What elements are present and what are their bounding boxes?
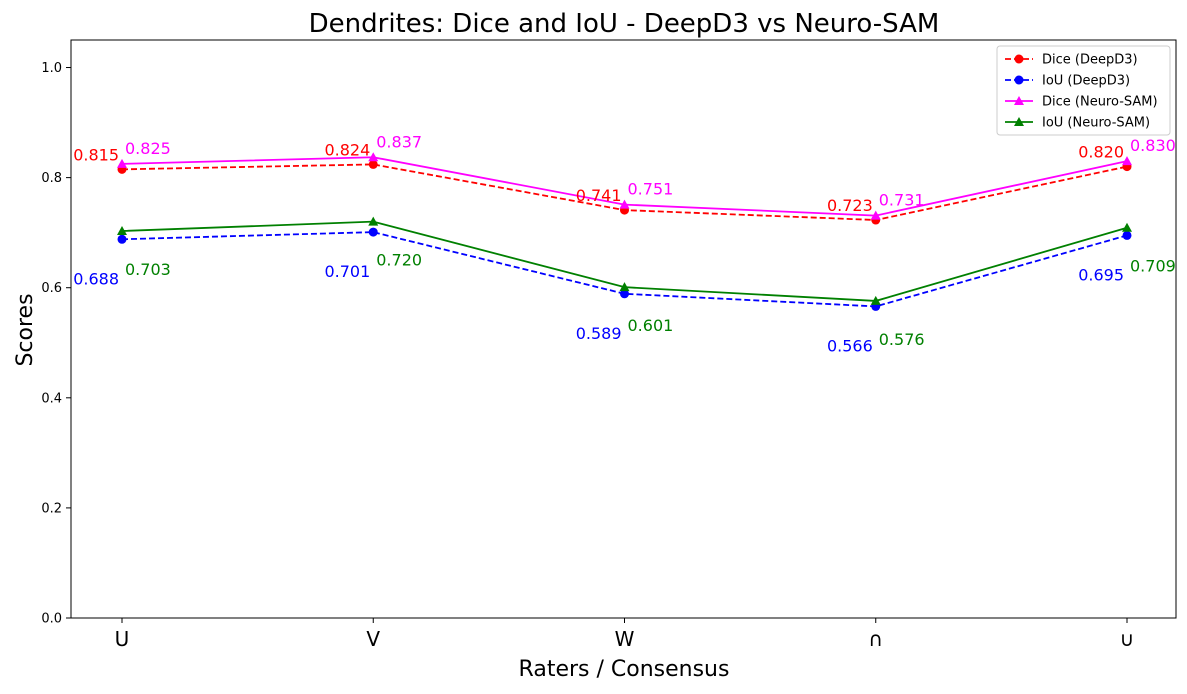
data-point (117, 158, 127, 168)
y-tick-label: 0.6 (41, 281, 62, 296)
y-axis-label: Scores (13, 293, 38, 366)
plot-area (70, 39, 1177, 619)
data-point (1122, 230, 1132, 240)
data-label: 0.720 (376, 251, 422, 270)
legend-label: IoU (DeepD3) (1042, 74, 1130, 89)
data-label: 0.601 (628, 316, 674, 335)
data-point (117, 226, 127, 236)
data-label: 0.820 (1078, 143, 1124, 162)
data-point (620, 289, 629, 299)
y-tick-label: 1.0 (41, 61, 62, 76)
legend-label: Dice (DeepD3) (1042, 53, 1138, 68)
data-label: 0.731 (879, 191, 925, 210)
y-tick-label: 0.4 (41, 391, 62, 406)
data-point (368, 216, 379, 226)
legend-marker (1014, 96, 1024, 105)
data-label: 0.589 (576, 324, 622, 343)
data-label: 0.723 (827, 196, 873, 215)
data-point (870, 210, 881, 220)
data-label: 0.703 (125, 260, 171, 279)
legend-marker (1014, 117, 1024, 126)
data-label: 0.741 (576, 186, 622, 205)
legend-marker (1014, 54, 1024, 64)
data-label-layer: 0.815 0.824 0.741 0.723 0.820 0.688 0.701 0.589… (73, 132, 1176, 355)
data-label: 0.695 (1078, 265, 1124, 284)
data-label: 0.688 (73, 269, 119, 288)
data-label: 0.576 (879, 330, 925, 349)
x-tick-label: V (366, 627, 380, 651)
data-label: 0.815 (73, 145, 119, 164)
data-point (368, 227, 378, 237)
data-point (1122, 222, 1132, 232)
x-axis: U V W ∩ ∪ (115, 618, 1135, 651)
y-axis: 0.0 0.2 0.4 0.6 0.8 1.0 (41, 61, 71, 627)
data-label: 0.825 (125, 139, 171, 158)
data-label: 0.830 (1130, 136, 1176, 155)
series-line (121, 231, 1128, 308)
data-point (619, 199, 630, 209)
data-label: 0.837 (376, 132, 422, 151)
x-tick-label: ∩ (868, 627, 883, 651)
y-tick-label: 0.2 (41, 501, 62, 516)
legend-box (996, 45, 1171, 136)
legend-label: Dice (Neuro-SAM) (1042, 95, 1158, 110)
data-point (368, 152, 379, 162)
x-axis-label: Raters / Consensus (519, 657, 730, 682)
data-point (619, 282, 630, 292)
legend-marker (1014, 75, 1024, 85)
x-tick-label: W (615, 627, 635, 651)
data-point (1122, 156, 1132, 166)
legend-label: IoU (Neuro-SAM) (1042, 116, 1150, 131)
data-label: 0.824 (324, 140, 370, 159)
legend: Dice (DeepD3) IoU (DeepD3) Dice (Neuro-SAM… (996, 45, 1171, 136)
data-point (870, 295, 881, 305)
x-tick-label: U (115, 627, 130, 651)
chart-title: Dendrites: Dice and IoU - DeepD3 vs Neur… (309, 9, 940, 39)
data-point (368, 159, 378, 169)
plot-frame (70, 39, 1177, 619)
data-label: 0.566 (827, 336, 873, 355)
data-label: 0.751 (628, 180, 674, 199)
data-point (117, 234, 127, 244)
y-tick-label: 0.8 (41, 171, 62, 186)
x-tick-label: ∪ (1120, 627, 1135, 651)
y-tick-label: 0.0 (41, 612, 62, 627)
data-label: 0.709 (1130, 257, 1176, 276)
data-label: 0.701 (324, 262, 370, 281)
series-layer (117, 152, 1132, 311)
